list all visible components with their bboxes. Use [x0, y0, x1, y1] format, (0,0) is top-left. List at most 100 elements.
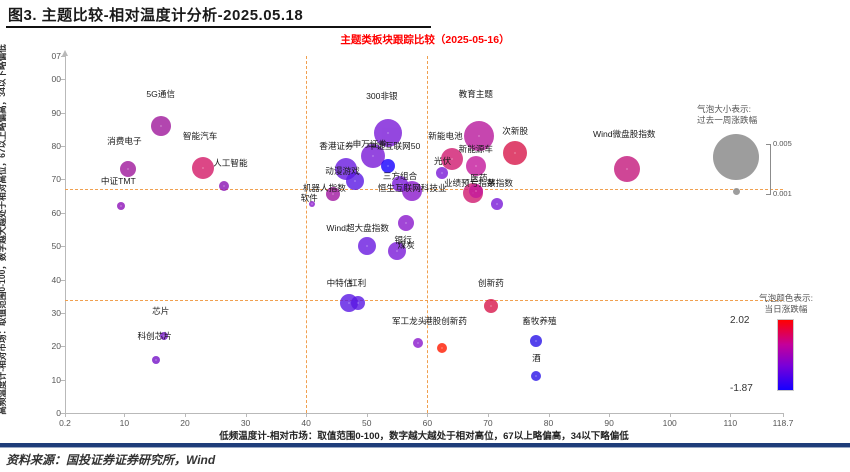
- size-legend-max-value: 0.005: [773, 139, 792, 148]
- data-bubble: [360, 144, 385, 169]
- data-bubble: [373, 118, 402, 147]
- color-legend-max-value: 2.02: [730, 315, 750, 326]
- bubble-center-dot: [478, 135, 480, 137]
- y-tick: [61, 413, 65, 414]
- y-tick: [61, 346, 65, 348]
- data-bubble: [150, 116, 171, 137]
- y-axis-line: [65, 56, 66, 413]
- source-note: 资料来源：国投证券证券研究所，Wind: [6, 453, 216, 467]
- x-tick-label: 100: [662, 418, 677, 428]
- title-divider: [6, 26, 431, 28]
- bubble-center-dot: [490, 305, 492, 307]
- x-tick: [609, 413, 611, 417]
- data-bubble: [120, 161, 136, 178]
- y-tick-label: 00: [51, 74, 61, 85]
- figure-title: 图3. 主题比较-相对温度计分析-2025.05.18: [8, 7, 304, 24]
- size-legend-caption-2: 过去一周涨跌幅: [697, 115, 758, 125]
- x-axis-title: 低频温度计-相对市场：取值范围0-100，数字越大越处于相对高位，67以上略偏高…: [219, 431, 629, 442]
- size-legend-small-bubble: [733, 188, 740, 195]
- y-tick-label: 10: [51, 374, 61, 385]
- x-tick: [783, 413, 784, 417]
- y-tick: [61, 179, 65, 181]
- plot-area: [65, 46, 783, 413]
- y-tick: [61, 279, 65, 281]
- bubble-center-dot: [441, 347, 443, 349]
- x-tick-label: 0.2: [59, 418, 71, 428]
- chart-subtitle: 主题类板块跟踪比较（2025-05-16）: [340, 34, 510, 46]
- x-tick-label: 40: [301, 418, 311, 428]
- data-bubble: [491, 198, 503, 211]
- bubble-center-dot: [120, 205, 122, 207]
- data-bubble: [437, 342, 448, 353]
- bubble-center-dot: [354, 180, 356, 182]
- data-bubble: [503, 140, 528, 165]
- color-legend-gradient-bar: [777, 319, 794, 391]
- data-bubble: [440, 148, 463, 171]
- bubble-center-dot: [202, 167, 204, 169]
- y-tick: [61, 146, 65, 148]
- x-tick: [487, 413, 489, 417]
- y-tick-label: 60: [51, 207, 61, 218]
- bubble-center-dot: [127, 168, 129, 170]
- y-tick: [61, 312, 65, 314]
- bubble-center-dot: [411, 190, 413, 192]
- y-axis-arrow: [62, 50, 68, 56]
- bubble-center-dot: [366, 245, 368, 247]
- footer-divider-thin: [0, 447, 850, 448]
- color-legend-caption-2: 当日涨跌幅: [764, 304, 808, 314]
- bubble-center-dot: [332, 193, 334, 195]
- bubble-center-dot: [399, 183, 401, 185]
- size-legend-bar: [770, 144, 771, 194]
- x-tick-label: 110: [723, 418, 738, 428]
- x-tick-label: 30: [240, 418, 251, 428]
- y-tick-label: 40: [51, 274, 61, 285]
- data-bubble: [398, 214, 415, 231]
- bubble-center-dot: [223, 185, 225, 187]
- bubble-center-dot: [357, 302, 359, 304]
- data-bubble: [117, 202, 126, 211]
- bubble-center-dot: [626, 168, 628, 170]
- y-tick-label: 0: [56, 408, 61, 418]
- y-tick-label: 07: [51, 51, 61, 61]
- data-bubble: [159, 332, 168, 341]
- y-tick-label: 70: [51, 174, 61, 185]
- y-tick-label: 80: [51, 141, 61, 152]
- x-tick: [548, 413, 550, 417]
- size-legend: 气泡大小表示: 过去一周涨跌幅 0.005 0.001: [697, 104, 847, 198]
- data-bubble: [309, 201, 316, 208]
- bubble-center-dot: [396, 250, 398, 252]
- y-tick-label: 50: [51, 241, 61, 252]
- data-bubble: [483, 299, 498, 314]
- y-tick: [61, 79, 65, 81]
- size-legend-tick-max: [766, 144, 771, 145]
- bubble-center-dot: [348, 302, 350, 304]
- x-tick-label: 118.7: [772, 418, 794, 428]
- data-bubble: [530, 335, 543, 348]
- y-tick-label: 20: [51, 341, 61, 352]
- bubble-center-dot: [387, 165, 389, 167]
- data-bubble: [465, 156, 486, 177]
- x-tick: [730, 413, 732, 417]
- data-bubble: [463, 121, 494, 152]
- x-axis-line: [65, 413, 783, 414]
- bubble-center-dot: [535, 340, 537, 342]
- data-bubble: [345, 172, 364, 191]
- x-tick: [124, 413, 126, 417]
- bubble-center-dot: [160, 125, 162, 127]
- data-bubble: [614, 156, 641, 183]
- data-bubble: [192, 156, 215, 179]
- y-tick-label: 90: [51, 107, 61, 118]
- data-bubble: [350, 295, 365, 310]
- horizontal-reference-line: [65, 189, 783, 191]
- x-tick-label: 90: [604, 418, 614, 428]
- x-tick: [184, 413, 186, 417]
- size-legend-caption-1: 气泡大小表示:: [697, 104, 751, 114]
- bubble-center-dot: [451, 158, 453, 160]
- data-bubble: [152, 355, 161, 364]
- bubble-center-dot: [475, 165, 477, 167]
- bubble-center-dot: [441, 172, 443, 174]
- x-tick-label: 60: [422, 418, 433, 428]
- bubble-center-dot: [475, 190, 477, 192]
- data-bubble: [392, 176, 409, 193]
- bubble-center-dot: [155, 359, 157, 361]
